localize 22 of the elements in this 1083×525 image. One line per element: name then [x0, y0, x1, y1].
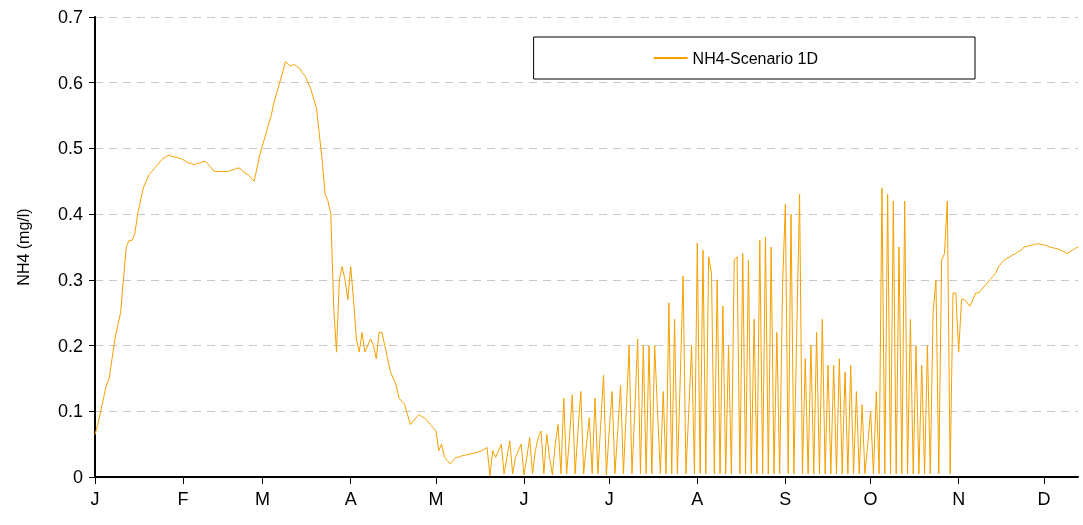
x-tick-label: S	[779, 489, 792, 509]
x-tick-label: J	[604, 489, 614, 509]
y-tick-label: 0.3	[57, 269, 83, 290]
x-tick-label: J	[519, 489, 529, 509]
y-tick-label: 0.7	[57, 7, 83, 27]
x-tick-label: M	[255, 489, 271, 509]
y-tick-label: 0	[72, 467, 83, 487]
y-tick-label: 0.1	[57, 401, 83, 422]
y-tick-label: 0.6	[57, 72, 83, 93]
x-tick-label: O	[863, 489, 878, 509]
x-tick-label: A	[691, 489, 704, 509]
y-axis-title: NH4 (mg/l)	[14, 208, 32, 286]
x-tick-label: A	[344, 489, 357, 509]
x-tick-label: F	[177, 489, 189, 509]
y-tick-label: 0.5	[57, 138, 83, 159]
x-tick-label: M	[428, 489, 444, 509]
x-tick-label: J	[90, 489, 100, 509]
y-tick-label: 0.2	[57, 335, 83, 356]
legend-label: NH4-Scenario 1D	[692, 49, 819, 67]
y-tick-label: 0.4	[57, 204, 83, 225]
x-tick-label: N	[952, 489, 966, 509]
x-tick-label: D	[1037, 489, 1051, 509]
